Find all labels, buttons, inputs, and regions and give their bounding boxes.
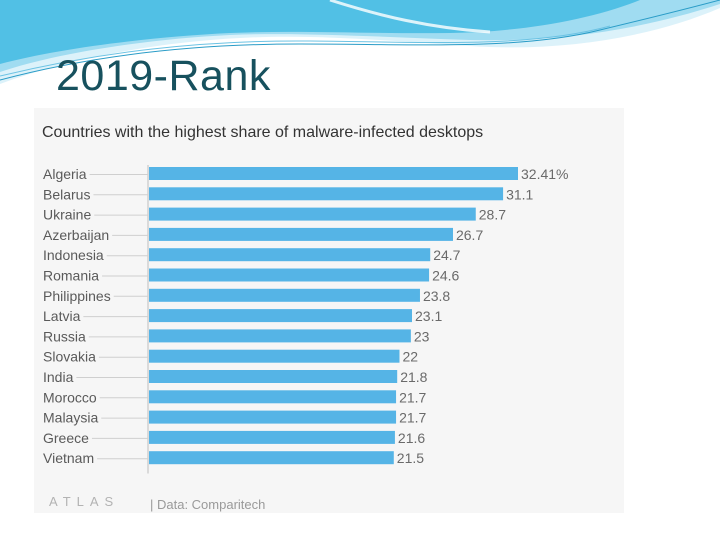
category-label: Slovakia [43,349,96,365]
bar-azerbaijan [149,227,453,241]
category-label: Latvia [43,308,81,324]
bar-latvia [149,309,413,323]
bar-romania [149,268,430,282]
atlas-logo: ATLAS [49,494,120,509]
bar-philippines [149,288,420,302]
category-label: Azerbaijan [43,227,109,243]
value-label: 21.8 [400,369,427,385]
value-label: 23 [414,328,430,344]
category-label: Malaysia [43,410,98,426]
value-label: 21.6 [398,430,425,446]
category-label: Philippines [43,288,111,304]
value-label: 31.1 [506,186,533,202]
category-label: Algeria [43,166,87,182]
value-label: 24.7 [433,247,460,263]
category-label: Romania [43,268,99,284]
bar-malaysia [149,410,397,424]
value-label: 22 [402,349,418,365]
chart-title: Countries with the highest share of malw… [42,124,484,141]
category-label: Belarus [43,186,90,202]
bar-russia [149,329,411,343]
value-label: 32.41% [521,166,568,182]
value-label: 23.8 [423,288,450,304]
value-label: 23.1 [415,308,442,324]
category-label: Vietnam [43,450,94,466]
value-label: 21.5 [397,450,424,466]
bar-algeria [149,167,518,180]
bar-morocco [149,390,397,404]
value-label: 21.7 [399,410,426,426]
category-label: Indonesia [43,247,104,263]
bar-belarus [149,187,504,201]
value-label: 21.7 [399,389,426,405]
category-label: Russia [43,328,86,344]
bar-ukraine [149,207,476,221]
bar-chart: Algeria 32.41% Belarus 31.1 Ukraine 28.7 Azerb… [43,165,568,474]
bar-greece [149,430,395,444]
category-label: Ukraine [43,207,91,223]
value-label: 24.6 [432,268,459,284]
bar-vietnam [149,451,394,465]
category-label: India [43,369,74,385]
data-source-note: | Data: Comparitech [150,497,266,512]
value-label: 26.7 [456,227,483,243]
category-label: Morocco [43,389,97,405]
bar-india [149,370,398,383]
category-label: Greece [43,430,89,446]
chart-panel: Countries with the highest share of malw… [34,108,624,513]
value-label: 28.7 [479,207,506,223]
header-wave-decoration [0,0,720,84]
bar-slovakia [149,349,400,363]
bar-indonesia [149,248,431,262]
slide-title: 2019-Rank [56,52,271,100]
